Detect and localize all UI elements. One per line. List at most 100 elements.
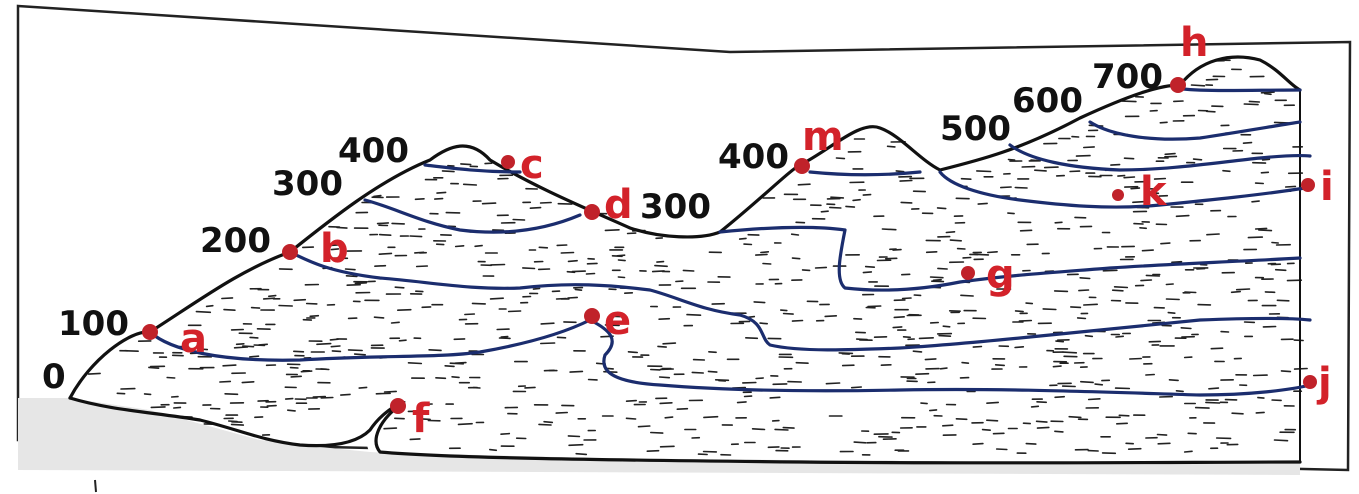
- hatch-dash: [556, 336, 567, 339]
- elevation-label-0: 0: [42, 357, 66, 397]
- hatch-dash: [249, 355, 260, 358]
- hatch-dash: [1171, 260, 1183, 264]
- hatch-dash: [451, 375, 460, 379]
- hatch-dash: [383, 427, 398, 430]
- hatch-dash: [676, 407, 689, 411]
- hatch-dash: [1235, 288, 1251, 291]
- hatch-dash: [912, 350, 923, 353]
- hatch-dash: [312, 395, 327, 398]
- hatch-dash: [353, 353, 367, 356]
- point-g-marker: [961, 266, 975, 280]
- hatch-dash: [1274, 268, 1287, 272]
- hatch-dash: [166, 376, 176, 379]
- contour-100: [148, 318, 1312, 397]
- hatch-dash: [753, 301, 766, 304]
- hatch-dash: [1165, 283, 1174, 286]
- hatch-dash: [867, 305, 882, 308]
- hatch-dash: [148, 366, 160, 370]
- hatch-dash: [617, 259, 626, 262]
- hatch-dash: [390, 321, 400, 324]
- hatch-dash: [972, 345, 983, 348]
- hatch-dash: [985, 419, 999, 422]
- hatch-dash: [1062, 351, 1078, 354]
- elevation-label-400-mid: 400: [718, 137, 789, 177]
- hatch-dash: [567, 296, 579, 299]
- elevation-label-100: 100: [58, 304, 129, 344]
- hatch-dash: [454, 245, 465, 248]
- hatch-dash: [1165, 298, 1180, 301]
- point-label-h: h: [1180, 20, 1208, 66]
- hatch-dash: [543, 420, 554, 424]
- hatch-dash: [373, 194, 382, 198]
- hatch-dash: [949, 239, 963, 242]
- hatch-dash: [1164, 152, 1176, 156]
- hatch-dash: [293, 298, 307, 302]
- hatch-dash: [569, 370, 584, 373]
- point-i-marker: [1301, 178, 1315, 192]
- hatch-dash: [782, 312, 794, 315]
- hatch-dash: [205, 304, 214, 308]
- hatch-dash: [682, 269, 695, 272]
- hatch-dash: [242, 345, 255, 348]
- hatch-dash: [195, 310, 212, 314]
- hatch-dash: [755, 377, 765, 380]
- contour-500: [938, 170, 1307, 209]
- hatch-dash: [1243, 103, 1259, 106]
- hatch-dash: [354, 281, 368, 285]
- hatch-dash: [223, 308, 236, 312]
- hatch-dash: [300, 370, 313, 373]
- hatch-dash: [345, 274, 358, 278]
- hatch-dash: [1084, 334, 1094, 338]
- hatch-dash: [862, 271, 873, 274]
- hatch-dash: [1123, 176, 1136, 179]
- hatch-dash: [331, 350, 342, 353]
- point-c-marker: [501, 155, 515, 169]
- hatch-dash: [1273, 439, 1289, 442]
- hatch-dash: [1159, 121, 1168, 124]
- hatch-dash: [707, 370, 718, 373]
- elevation-label-600: 600: [1012, 81, 1083, 121]
- hatch-dash: [1036, 426, 1050, 429]
- hatch-dash: [1068, 415, 1082, 419]
- hatch-dash: [1242, 141, 1253, 144]
- point-m-marker: [794, 158, 810, 174]
- hatch-dash: [198, 348, 209, 351]
- hatch-dash: [960, 177, 972, 180]
- hatch-dash: [1205, 401, 1221, 404]
- hatch-dash: [714, 378, 730, 382]
- point-label-m: m: [802, 114, 844, 160]
- point-label-c: c: [520, 142, 544, 188]
- hatch-dash: [774, 428, 789, 431]
- point-e-marker: [584, 308, 600, 324]
- hatch-dash: [999, 186, 1012, 189]
- hatch-dash: [892, 248, 902, 251]
- hatch-dash: [428, 348, 442, 352]
- hatch-dash: [421, 418, 431, 421]
- hatch-dash: [1206, 233, 1220, 236]
- hatch-dash: [568, 443, 584, 447]
- hatch-dash: [1034, 169, 1047, 172]
- hatch-dash: [376, 222, 390, 225]
- hatch-dash: [222, 364, 237, 367]
- coast-outline: [68, 396, 1302, 465]
- hatch-dash: [1083, 146, 1095, 149]
- hatch-dash: [1014, 345, 1025, 349]
- hatch-dash: [708, 350, 717, 354]
- hatch-dash: [942, 325, 951, 328]
- hatch-dash: [567, 259, 578, 263]
- hatch-dash: [521, 267, 536, 270]
- hatch-dash: [378, 252, 393, 255]
- hatch-dash: [1230, 290, 1241, 294]
- hatch-dash: [654, 264, 668, 268]
- hatch-dash: [901, 297, 912, 300]
- hatch-dash: [855, 338, 868, 341]
- contour-200: [288, 250, 1312, 352]
- hatch-dash: [664, 416, 674, 419]
- hatch-dash: [1019, 229, 1033, 232]
- hatch-dash: [662, 342, 677, 345]
- hatch-dash: [574, 288, 583, 292]
- hatch-dash: [1079, 276, 1091, 280]
- hatch-dash: [656, 260, 665, 263]
- hatch-dash: [899, 179, 913, 182]
- hatch-dash: [744, 336, 759, 340]
